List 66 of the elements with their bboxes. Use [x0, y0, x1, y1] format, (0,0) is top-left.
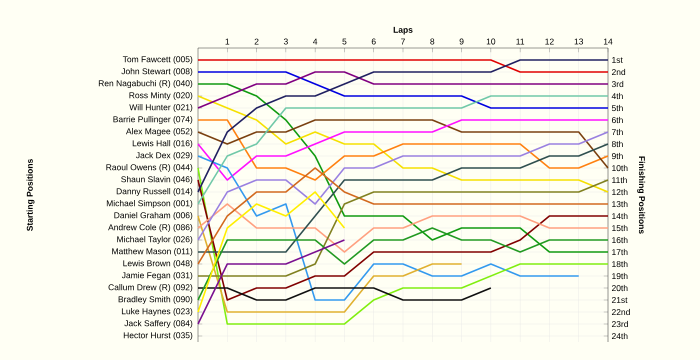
y-tick-label: 14th — [612, 212, 628, 220]
text: Michael Taylor (026) — [117, 236, 192, 244]
y-tick-label: 24th — [612, 332, 628, 340]
y-tick-label: 3rd — [612, 80, 624, 88]
text: Will Hunter (021) — [129, 104, 192, 112]
y-tick-label: 1st — [612, 57, 623, 63]
y-tick-label: 18th — [612, 260, 628, 268]
y-tick-label: 2nd — [612, 68, 626, 76]
x-tick-label: 5 — [342, 38, 346, 44]
y-tick-label: 5th — [612, 104, 623, 112]
x-tick-label: 11 — [516, 38, 524, 44]
text: Daniel Graham (006) — [114, 212, 192, 220]
y-tick-label: 12th — [612, 188, 628, 196]
text: Jack Saffery (084) — [124, 320, 192, 328]
y-tick-label: 4th — [612, 92, 623, 100]
y-tick-label: 10th — [612, 164, 628, 172]
text: Matthew Mason (011) — [112, 248, 192, 256]
y-tick-label: 16th — [612, 236, 628, 244]
y-tick-label: 19th — [612, 272, 628, 280]
x-tick-label: 3 — [284, 38, 288, 44]
y-tick-label: 13th — [612, 200, 628, 208]
y-tick-label: 6th — [612, 116, 623, 124]
y-tick-label: 11th — [612, 176, 627, 184]
text: Danny Russell (014) — [116, 188, 192, 196]
text: Starting Positions — [26, 159, 34, 231]
x-tick-label: 10 — [486, 38, 496, 44]
x-tick-label: 8 — [430, 38, 434, 44]
y-tick-label: 21st — [612, 297, 628, 303]
text: Raoul Owens (R) (044) — [106, 164, 192, 172]
text: Alex Magee (052) — [126, 128, 192, 136]
text: Hector Hurst (035) — [124, 332, 192, 340]
text: Tom Fawcett (005) — [122, 56, 192, 64]
y-tick-label: 20th — [612, 284, 628, 292]
text: Michael Simpson (001) — [106, 200, 192, 208]
x-tick-label: 13 — [574, 38, 584, 44]
x-axis-title: Laps — [394, 26, 413, 34]
y-tick-label: 9th — [612, 152, 623, 160]
y-tick-label: 17th — [612, 248, 628, 256]
text: Andrew Cole (R) (086) — [108, 224, 192, 232]
text: John Stewart (008) — [121, 68, 192, 76]
x-tick-label: 12 — [545, 38, 554, 44]
text: Bradley Smith (090) — [118, 296, 192, 304]
text: Callum Drew (R) (092) — [108, 284, 192, 292]
y-tick-label: 23rd — [612, 320, 628, 328]
text: Jack Dex (029) — [136, 152, 192, 160]
line-series — [197, 191, 346, 313]
x-tick-label: 4 — [312, 38, 318, 44]
text: Ross Minty (020) — [129, 92, 192, 100]
y-tick-label: 7th — [612, 128, 623, 136]
text: Jamie Fegan (031) — [122, 272, 192, 280]
x-tick-label: 1 — [226, 38, 230, 44]
y-tick-label: 15th — [612, 224, 628, 232]
x-tick-label: 7 — [401, 38, 405, 44]
y-tick-label: 8th — [612, 140, 623, 148]
x-tick-label: 14 — [604, 38, 612, 44]
text: Ren Nagabuchi (R) (040) — [98, 80, 192, 88]
y-axis-title: Finishing Positions — [637, 156, 646, 234]
x-tick-label: 2 — [254, 38, 258, 44]
y-tick-label: 22nd — [612, 308, 630, 316]
x-tick-label: 9 — [460, 38, 464, 44]
text: Lewis Brown (048) — [123, 260, 192, 268]
text: Luke Haynes (023) — [122, 308, 192, 316]
text: Barrie Pullinger (074) — [113, 116, 192, 124]
text: Lewis Hall (016) — [132, 140, 192, 148]
x-tick-label: 6 — [372, 38, 376, 44]
text: Shaun Slavin (046) — [121, 176, 192, 184]
